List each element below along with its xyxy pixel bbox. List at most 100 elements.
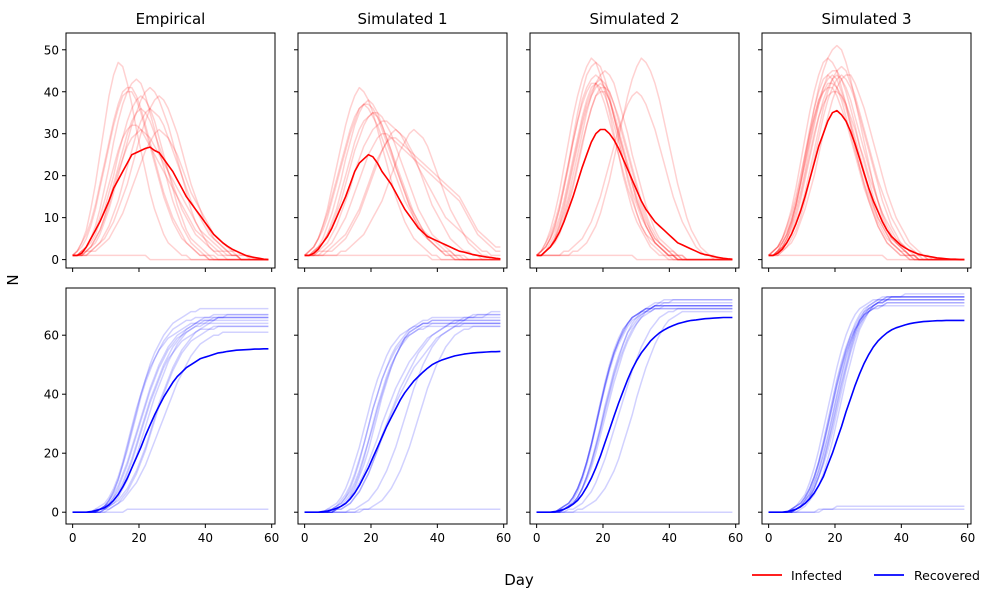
mean-line xyxy=(768,109,965,261)
run-line-5 xyxy=(536,304,733,513)
run-line-8 xyxy=(536,307,733,513)
mean-line xyxy=(304,153,501,260)
run-line-12 xyxy=(768,91,965,261)
run-line-5 xyxy=(304,111,501,261)
axes-frame xyxy=(761,32,972,269)
run-line-10 xyxy=(536,254,733,261)
panel-title: Simulated 1 xyxy=(357,10,447,28)
axes-frame xyxy=(65,32,276,269)
run-line-3 xyxy=(304,128,501,261)
y-axis-label: N xyxy=(4,274,22,285)
panel-recovered-1: 0 20 40 60 0 20 40 60 xyxy=(44,287,279,545)
run-line-1 xyxy=(304,86,501,261)
run-line-4 xyxy=(536,57,733,261)
run-line-11 xyxy=(304,316,501,513)
run-line-2 xyxy=(72,78,269,261)
panel-infected-1: 0 10 20 30 40 50 Empirical xyxy=(44,10,276,272)
panels: 0 10 20 30 40 50 Empirical Simulated 1 Simulated… xyxy=(44,10,976,545)
legend: Infected Recovered xyxy=(752,568,980,583)
run-line-2 xyxy=(768,44,965,261)
legend-infected-label: Infected xyxy=(791,568,842,583)
run-line-2 xyxy=(536,61,733,261)
y-tick-label: 10 xyxy=(44,211,59,225)
panel-title: Simulated 3 xyxy=(821,10,911,28)
run-line-6 xyxy=(536,70,733,261)
mean-line xyxy=(768,319,965,514)
x-tick-label: 60 xyxy=(496,531,511,545)
run-line-10 xyxy=(72,86,269,261)
run-line-7 xyxy=(72,95,269,261)
x-tick-label: 60 xyxy=(264,531,279,545)
run-line-1 xyxy=(768,57,965,261)
run-line-9 xyxy=(768,74,965,261)
run-line-10 xyxy=(304,508,501,513)
run-line-10 xyxy=(768,254,965,261)
run-line-7 xyxy=(72,322,269,513)
x-tick-label: 20 xyxy=(363,531,378,545)
axes-frame xyxy=(529,32,740,269)
axes-frame xyxy=(529,287,740,525)
run-line-3 xyxy=(536,78,733,261)
x-tick-label: 20 xyxy=(131,531,146,545)
run-line-8 xyxy=(304,319,501,513)
x-axis-label: Day xyxy=(504,571,534,589)
axes-frame xyxy=(761,287,972,525)
run-line-9 xyxy=(72,316,269,513)
y-tick-label: 0 xyxy=(51,253,59,267)
panel-recovered-2: 0 20 40 60 xyxy=(294,287,511,545)
run-line-4 xyxy=(768,74,965,261)
run-line-3 xyxy=(72,86,269,261)
run-line-8 xyxy=(768,86,965,261)
run-line-7 xyxy=(768,296,965,513)
run-line-8 xyxy=(304,111,501,261)
x-tick-label: 40 xyxy=(198,531,213,545)
run-line-12 xyxy=(304,137,501,257)
run-line-8 xyxy=(72,331,269,513)
run-line-5 xyxy=(72,107,269,261)
run-line-13 xyxy=(768,82,965,261)
axes-frame xyxy=(297,287,508,525)
run-line-9 xyxy=(536,86,733,261)
y-tick-label: 50 xyxy=(44,43,59,57)
x-tick-label: 40 xyxy=(662,531,677,545)
x-tick-label: 40 xyxy=(894,531,909,545)
run-line-5 xyxy=(768,302,965,513)
run-line-13 xyxy=(72,124,269,261)
mean-line xyxy=(536,128,733,260)
run-line-1 xyxy=(536,57,733,261)
panel-infected-3: Simulated 2 xyxy=(526,10,740,272)
run-line-1 xyxy=(304,325,501,513)
y-tick-label: 20 xyxy=(44,169,59,183)
run-line-1 xyxy=(768,299,965,513)
run-line-11 xyxy=(536,82,733,261)
y-tick-label: 20 xyxy=(44,447,59,461)
run-line-6 xyxy=(72,91,269,261)
run-line-3 xyxy=(304,322,501,513)
run-line-9 xyxy=(304,120,501,257)
run-line-11 xyxy=(536,304,733,513)
run-line-6 xyxy=(304,310,501,513)
panel-recovered-3: 0 20 40 60 xyxy=(526,287,743,545)
run-line-1 xyxy=(72,61,269,261)
x-tick-label: 40 xyxy=(430,531,445,545)
x-tick-label: 0 xyxy=(533,531,541,545)
run-line-11 xyxy=(72,107,269,261)
x-tick-label: 60 xyxy=(728,531,743,545)
mean-line xyxy=(72,146,269,261)
run-line-4 xyxy=(304,325,501,513)
run-line-7 xyxy=(536,91,733,261)
panel-recovered-4: 0 20 40 60 xyxy=(758,287,975,545)
y-tick-label: 40 xyxy=(44,388,59,402)
run-line-5 xyxy=(72,307,269,513)
run-line-8 xyxy=(536,82,733,261)
run-line-4 xyxy=(536,310,733,513)
run-line-5 xyxy=(768,74,965,261)
run-line-10 xyxy=(72,316,269,513)
run-line-5 xyxy=(536,74,733,261)
axes-frame xyxy=(65,287,276,525)
panel-infected-2: Simulated 1 xyxy=(294,10,508,272)
panel-title: Empirical xyxy=(136,10,206,28)
run-line-12 xyxy=(536,91,733,261)
